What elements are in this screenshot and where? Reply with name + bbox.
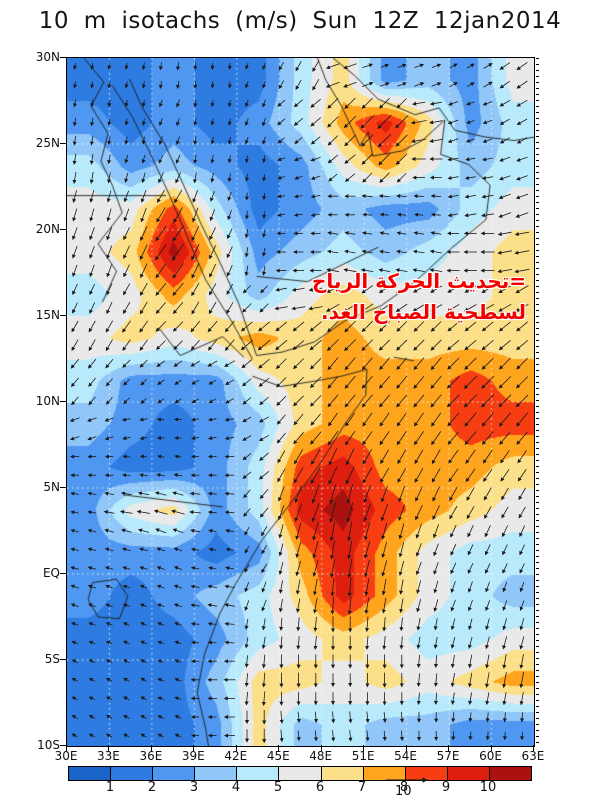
lat-tick-label: 5S <box>44 652 60 666</box>
lat-tick-mark <box>60 229 66 230</box>
colorbar-label: 10 <box>479 780 497 795</box>
lat-tick-mark <box>60 57 66 58</box>
lon-tick-mark <box>490 745 492 751</box>
colorbar-segment <box>195 767 238 780</box>
lon-tick-label: 60E <box>479 749 502 763</box>
lon-tick-label: 57E <box>436 749 460 763</box>
annotation-line-2: لسطحية الصباح الغد. <box>321 300 526 324</box>
colorbar-segment <box>447 767 490 780</box>
lat-tick-label: EQ <box>42 566 60 580</box>
lon-tick-mark <box>108 745 110 751</box>
colorbar-label: 7 <box>357 780 367 795</box>
lon-tick-label: 48E <box>309 749 333 763</box>
lat-tick-mark <box>60 315 66 316</box>
lon-tick-mark <box>235 745 237 751</box>
reference-wind-vector: 10 <box>386 777 428 799</box>
lon-tick-label: 36E <box>139 749 163 763</box>
colorbar-label: 8 <box>399 780 409 795</box>
lat-tick-mark <box>60 573 66 574</box>
colorbar-segment <box>321 767 364 780</box>
lon-tick-mark <box>66 745 67 751</box>
lon-tick-label: 63E <box>521 749 545 763</box>
lon-tick-mark <box>405 745 407 751</box>
colorbar-segment <box>405 767 448 780</box>
annotation-line-1: =تحديث الحركة الرياح <box>311 269 526 293</box>
colorbar-label: 4 <box>231 780 241 795</box>
colorbar-segment <box>111 767 154 780</box>
colorbar-segment <box>69 767 112 780</box>
lat-tick-label: 15N <box>35 308 60 322</box>
lon-tick-mark <box>278 745 280 751</box>
lat-tick-mark <box>60 401 66 402</box>
lat-tick-mark <box>60 659 66 660</box>
lon-tick-mark <box>532 745 534 751</box>
lon-tick-label: 45E <box>266 749 290 763</box>
map-plot-area <box>66 57 539 747</box>
colorbar-label: 9 <box>441 780 451 795</box>
colorbar-label: 5 <box>273 780 283 795</box>
lon-tick-mark <box>150 745 152 751</box>
lon-tick-label: 51E <box>351 749 375 763</box>
lon-tick-label: 30E <box>54 749 78 763</box>
lat-tick-label: 10S <box>37 738 60 752</box>
chart-title: 10 m isotachs (m/s) Sun 12Z 12jan2014 <box>38 8 562 34</box>
colorbar-segment <box>363 767 406 780</box>
lat-tick-mark <box>60 143 66 144</box>
lat-tick-label: 30N <box>35 50 60 64</box>
colorbar <box>68 766 532 781</box>
lat-tick-mark <box>60 745 66 746</box>
colorbar-label: 1 <box>105 780 115 795</box>
colorbar-label: 2 <box>147 780 157 795</box>
lon-tick-label: 42E <box>224 749 248 763</box>
colorbar-label: 6 <box>315 780 325 795</box>
lat-tick-mark <box>60 487 66 488</box>
colorbar-segment <box>489 767 532 780</box>
lon-tick-mark <box>363 745 365 751</box>
lon-tick-mark <box>448 745 450 751</box>
annotation-arabic-text: =تحديث الحركة الرياح لسطحية الصباح الغد. <box>312 266 526 328</box>
lat-tick-label: 5N <box>43 480 60 494</box>
lat-tick-label: 25N <box>35 136 60 150</box>
reference-vector-label: 10 <box>395 784 412 799</box>
lon-tick-mark <box>193 745 195 751</box>
lon-tick-label: 54E <box>394 749 418 763</box>
lat-tick-label: 20N <box>35 222 60 236</box>
colorbar-segment <box>279 767 322 780</box>
colorbar-segment <box>237 767 280 780</box>
lon-tick-mark <box>320 745 322 751</box>
isotach-heatmap-canvas <box>67 58 534 746</box>
lat-tick-label: 10N <box>35 394 60 408</box>
lon-tick-label: 39E <box>181 749 205 763</box>
colorbar-segment <box>153 767 196 780</box>
colorbar-label: 3 <box>189 780 199 795</box>
right-frame-minor-ticks <box>536 58 539 746</box>
lon-tick-label: 33E <box>97 749 120 763</box>
